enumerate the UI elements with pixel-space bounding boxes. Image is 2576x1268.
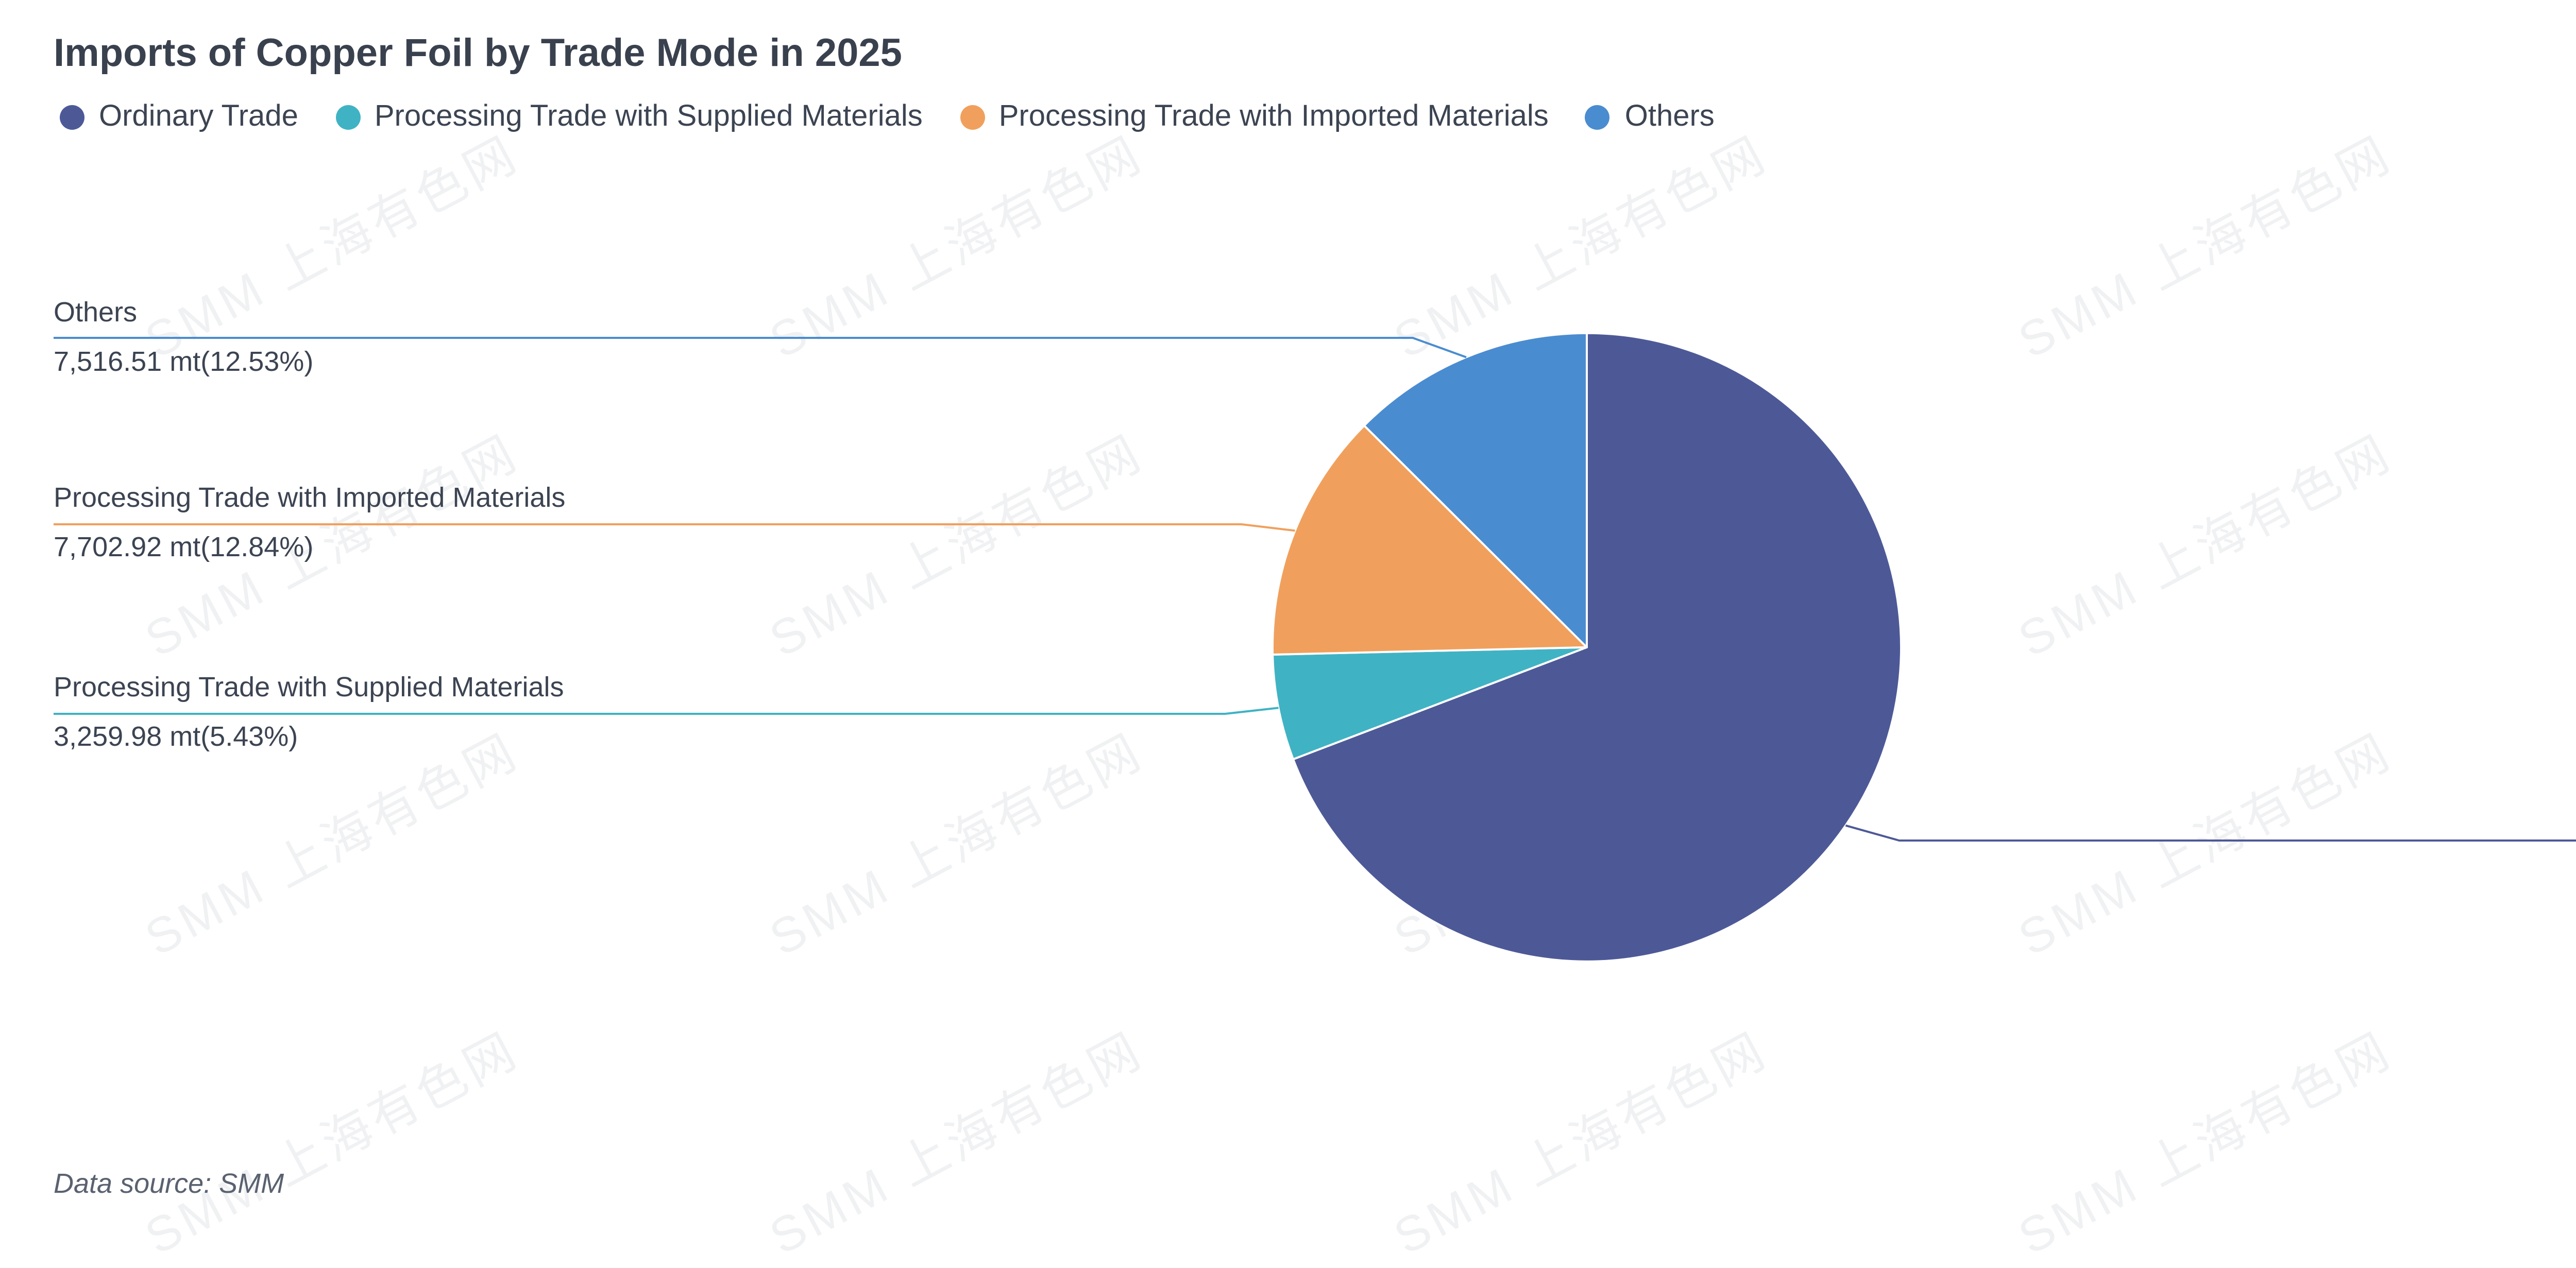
label-line-others [54,337,1467,358]
legend-item-others[interactable]: Others [1585,101,1715,134]
slice-value: 7,702.92 mt(12.84%) [54,532,314,562]
data-source: Data source: SMM [54,1168,284,1199]
slice-name: Others [54,296,138,327]
legend-label: Processing Trade with Supplied Materials [374,101,923,134]
chart-title: Imports of Copper Foil by Trade Mode in … [54,33,902,76]
pie-slice-ordinary-trade[interactable] [1292,332,1902,963]
label-line-processing-trade-with-supplied-materials [54,707,1279,715]
pie-chart-svg [54,332,2576,963]
slice-name: Processing Trade with Supplied Materials [54,672,564,702]
legend-item-ordinary-trade[interactable]: Ordinary Trade [60,101,298,134]
legend-label: Others [1624,101,1715,134]
legend-swatch-icon [335,105,360,130]
legend: Ordinary Trade Processing Trade with Sup… [60,97,1715,138]
legend-item-processing-trade-with-supplied-materials[interactable]: Processing Trade with Supplied Materials [335,101,923,134]
chart-canvas: Imports of Copper Foil by Trade Mode in … [54,33,2576,1266]
legend-swatch-icon [959,105,985,130]
slice-value: 7,516.51 mt(12.53%) [54,345,314,376]
slice-value: 3,259.98 mt(5.43%) [54,721,298,752]
legend-label: Processing Trade with Imported Materials [998,101,1549,134]
legend-swatch-icon [1585,105,1611,130]
label-line-processing-trade-with-imported-materials [54,523,1295,532]
label-line-ordinary-trade [1845,824,2576,842]
legend-label: Ordinary Trade [99,101,298,134]
slice-name: Processing Trade with Imported Materials [54,482,566,513]
legend-item-processing-trade-with-imported-materials[interactable]: Processing Trade with Imported Materials [959,101,1549,134]
legend-swatch-icon [60,105,84,130]
